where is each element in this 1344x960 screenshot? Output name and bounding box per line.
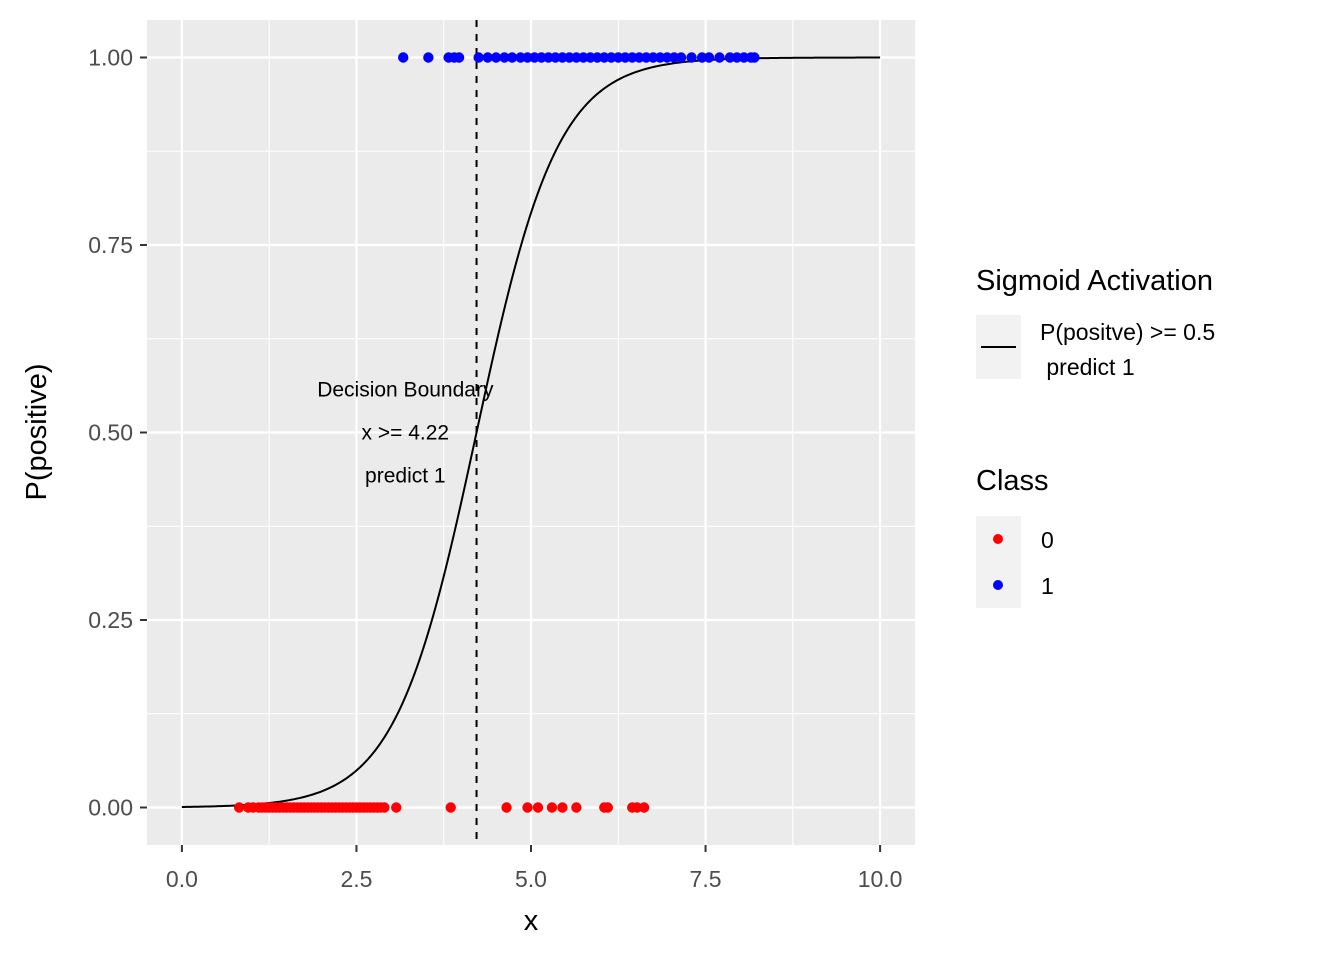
point-class-0 [571, 802, 582, 813]
x-tick-label: 10.0 [858, 866, 903, 892]
point-class-1 [675, 52, 687, 63]
point-class-0 [391, 802, 402, 813]
y-axis-title: P(positive) [21, 364, 53, 501]
point-class-0 [557, 802, 568, 813]
legend-class-label-1: 1 [1041, 573, 1054, 599]
point-class-1 [506, 52, 518, 63]
point-class-0 [233, 802, 245, 813]
point-class-0 [522, 802, 533, 813]
annotation-line: predict 1 [365, 465, 446, 488]
y-tick-label: 0.50 [88, 420, 133, 446]
point-class-1 [703, 52, 715, 63]
x-tick-label: 0.0 [166, 866, 198, 892]
x-axis-title: x [524, 905, 539, 937]
point-class-0 [638, 802, 650, 813]
legend-sigmoid-label-line1: P(positve) >= 0.5 [1040, 319, 1215, 345]
point-class-0 [532, 802, 544, 813]
annotation-line: x >= 4.22 [362, 422, 450, 445]
x-tick-label: 5.0 [515, 866, 547, 892]
y-tick-label: 0.75 [88, 232, 133, 258]
annotation-layer: Decision Boundary x >= 4.22 predict 1 [317, 379, 494, 488]
point-class-1 [398, 52, 409, 63]
x-tick-label: 2.5 [340, 866, 372, 892]
curve-layer [181, 56, 881, 808]
point-class-1 [749, 52, 760, 63]
point-class-1 [423, 52, 434, 63]
legend-sigmoid-title: Sigmoid Activation [976, 265, 1213, 297]
point-class-0 [445, 802, 456, 813]
sigmoid-curve [181, 56, 881, 808]
legend-class-label-0: 0 [1041, 527, 1054, 553]
point-class-1 [686, 52, 697, 63]
point-class-0 [501, 802, 512, 813]
legend-class-dot-1 [993, 580, 1003, 590]
legend-class-title: Class [976, 465, 1049, 497]
point-class-0 [602, 802, 613, 813]
point-class-1 [482, 52, 493, 63]
y-tick-label: 0.00 [88, 795, 133, 821]
point-class-1 [714, 52, 725, 63]
legend-sigmoid: Sigmoid Activation P(positve) >= 0.5 pre… [976, 265, 1215, 380]
point-class-1 [453, 52, 465, 63]
x-tick-label: 7.5 [690, 866, 722, 892]
axes-layer: 0.0 2.5 5.0 7.5 10.0 0.00 0.25 0.50 0.75 1.00 [88, 45, 902, 893]
annotation-line: Decision Boundary [317, 379, 494, 402]
y-tick-label: 1.00 [88, 45, 133, 71]
legend-class-dot-0 [993, 534, 1003, 544]
points-layer [233, 52, 760, 813]
point-class-0 [379, 802, 390, 813]
legend-sigmoid-label-line2: predict 1 [1040, 354, 1135, 380]
point-class-1 [499, 52, 510, 63]
point-class-0 [546, 802, 558, 813]
y-tick-label: 0.25 [88, 607, 133, 633]
point-class-1 [473, 52, 484, 63]
point-class-1 [490, 52, 502, 63]
legend-class: Class 0 1 [976, 465, 1054, 608]
